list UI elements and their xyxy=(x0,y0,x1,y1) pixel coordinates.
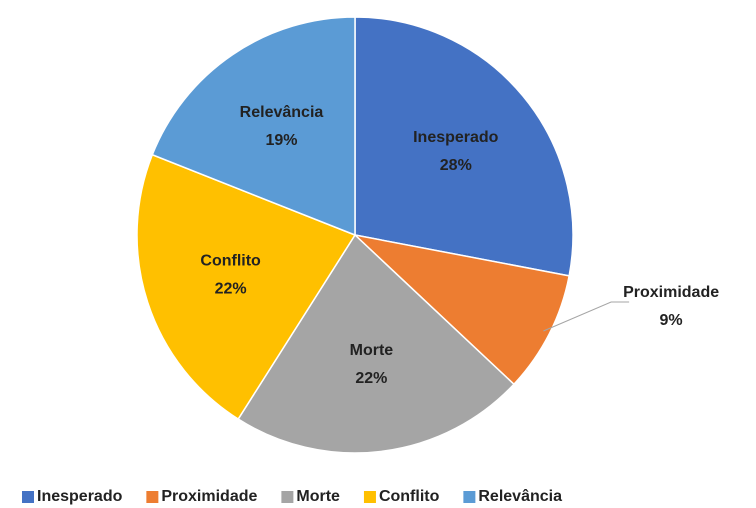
legend-label: Inesperado xyxy=(37,488,123,505)
pie-slice xyxy=(151,16,356,237)
legend-label: Proximidade xyxy=(161,488,257,505)
legend-label: Morte xyxy=(296,488,340,505)
data-label-value: 28% xyxy=(440,157,472,174)
data-label-name: Morte xyxy=(350,342,394,359)
legend-label: Relevância xyxy=(478,488,562,505)
data-label-value: 22% xyxy=(355,370,387,387)
pie-slice xyxy=(354,16,574,277)
data-label-value: 22% xyxy=(215,281,247,298)
legend-swatch xyxy=(281,491,294,503)
data-label-name: Proximidade xyxy=(623,284,719,301)
data-label-name: Relevância xyxy=(240,104,324,121)
pie-slice xyxy=(352,233,571,386)
data-label-name: Conflito xyxy=(200,253,261,270)
data-label-value: 9% xyxy=(660,312,683,329)
legend-swatch xyxy=(363,491,376,503)
data-label-name: Inesperado xyxy=(413,129,499,146)
pie-slice xyxy=(237,233,515,454)
legend-swatch xyxy=(146,491,159,503)
legend-label: Conflito xyxy=(379,488,440,505)
data-label-value: 19% xyxy=(265,132,297,149)
leader-line xyxy=(543,301,630,332)
legend-swatch xyxy=(22,491,34,503)
pie-slice xyxy=(136,153,357,421)
legend-swatch xyxy=(463,491,476,503)
